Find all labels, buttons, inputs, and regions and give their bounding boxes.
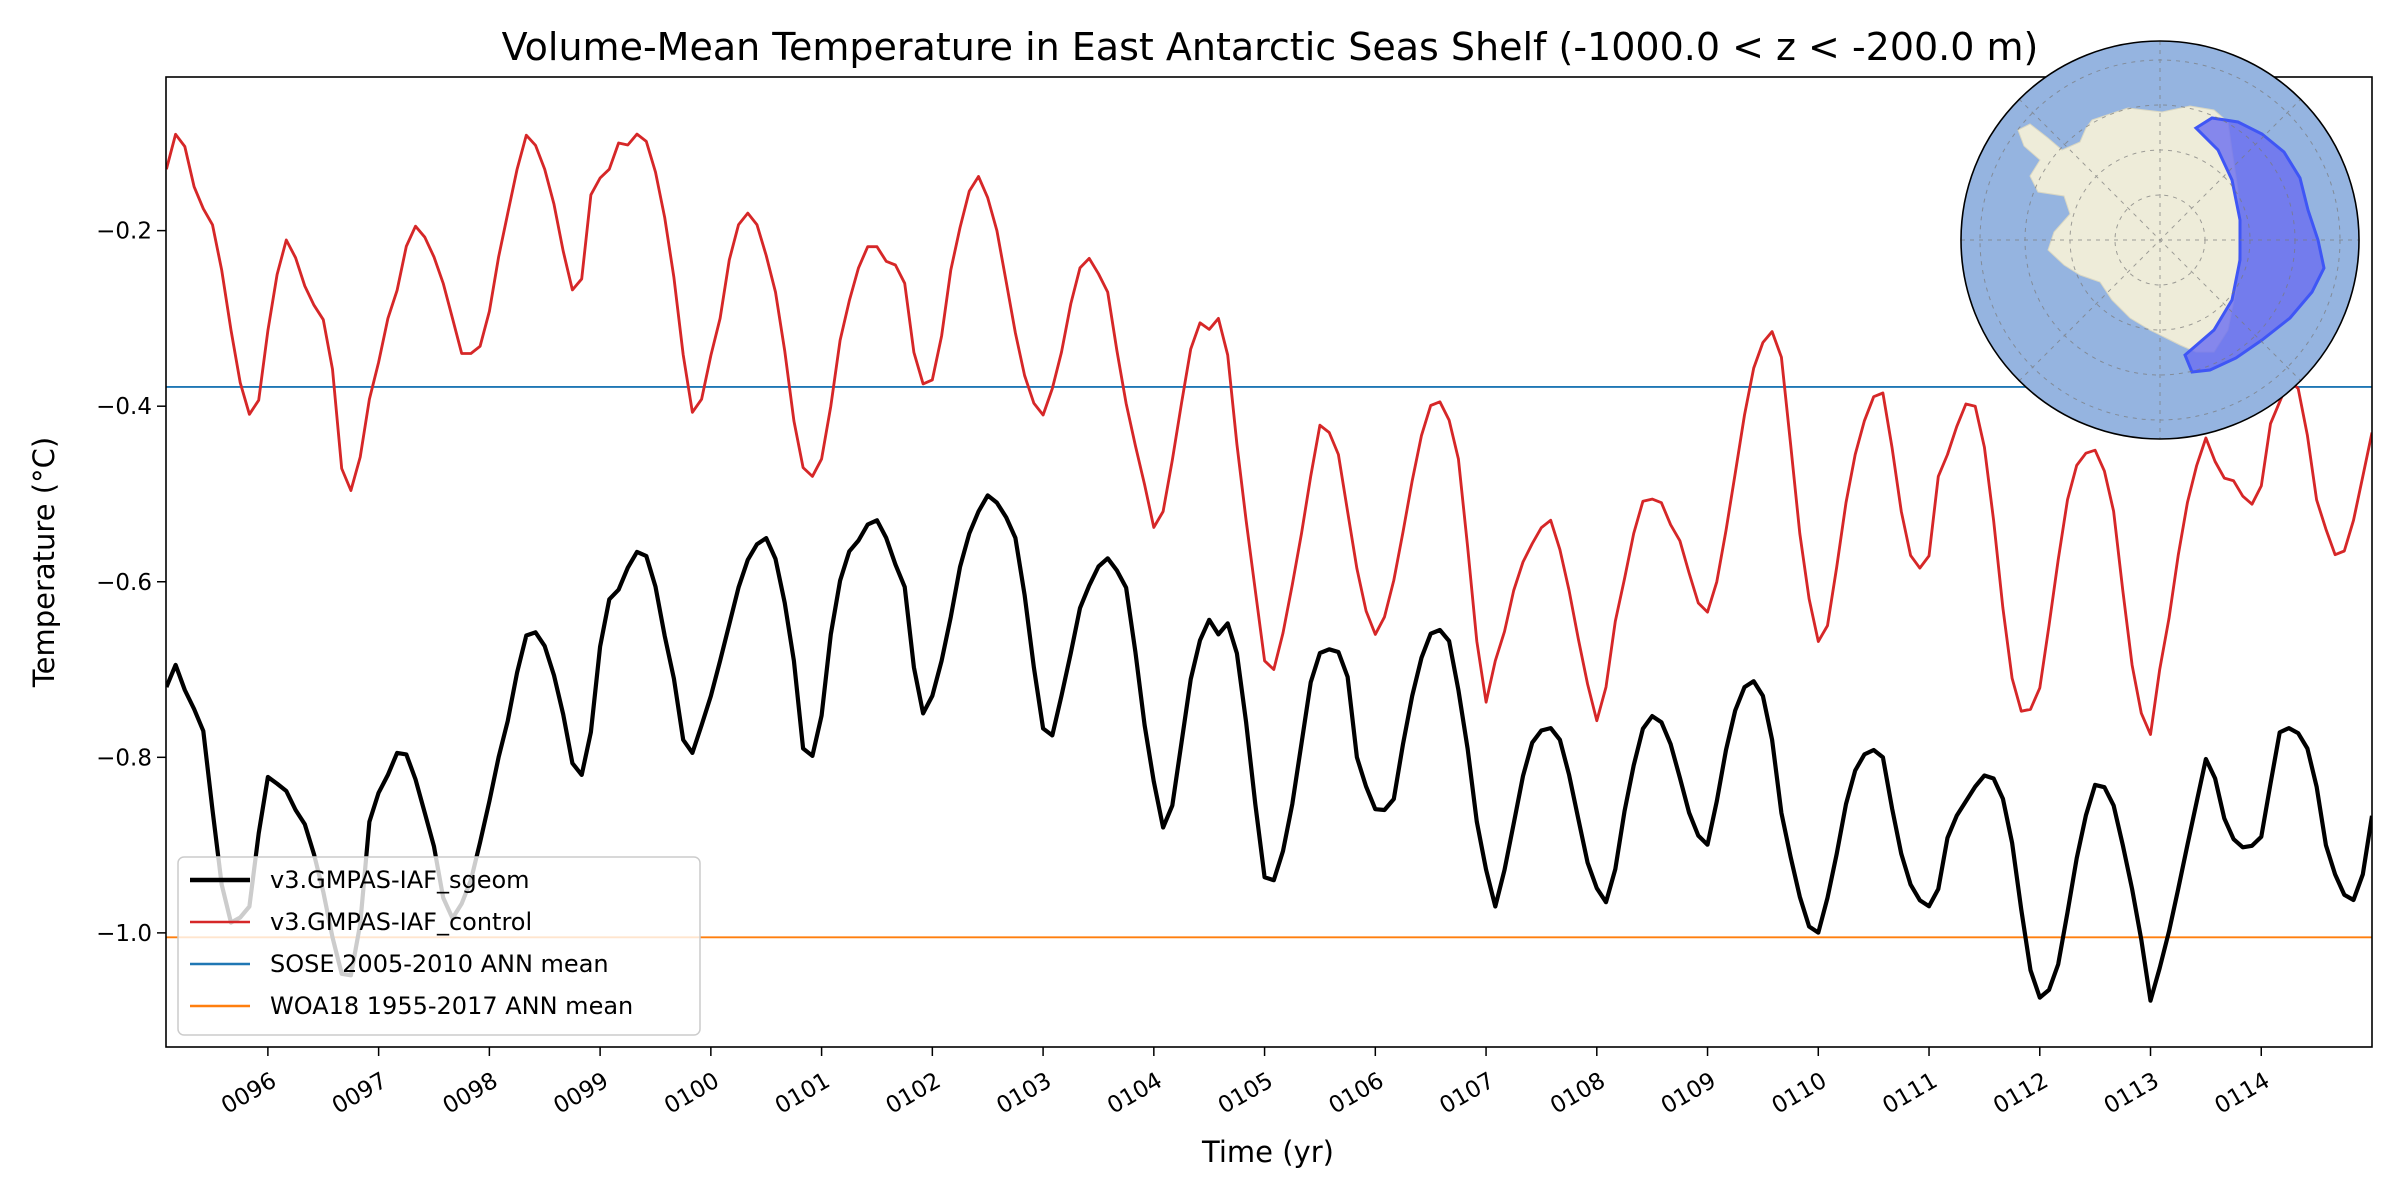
legend-box [177, 856, 701, 1036]
y-tick-label: −0.4 [96, 394, 152, 420]
y-tick-label: −0.6 [96, 570, 152, 596]
series-line-control [166, 132, 2372, 736]
legend-label-woa: WOA18 1955-2017 ANN mean [270, 992, 633, 1020]
legend-label-sose: SOSE 2005-2010 ANN mean [270, 950, 609, 978]
plot-frame [165, 76, 2373, 1048]
series-line-sgeom [166, 493, 2372, 1003]
y-tick-label: −0.2 [96, 219, 152, 245]
y-tick-label: −1.0 [96, 921, 152, 947]
y-axis-label: Temperature (°C) [27, 437, 61, 688]
inset-east-antarctic-region [2183, 116, 2326, 374]
legend-label-sgeom: v3.GMPAS-IAF_sgeom [270, 866, 530, 894]
legend: v3.GMPAS-IAF_sgeom v3.GMPAS-IAF_control … [177, 856, 701, 1036]
chart-title: Volume-Mean Temperature in East Antarcti… [502, 25, 2039, 69]
inset-border [1960, 40, 2360, 440]
y-tick-label: −0.8 [96, 745, 152, 771]
x-axis-label: Time (yr) [1201, 1135, 1334, 1169]
legend-label-control: v3.GMPAS-IAF_control [270, 908, 532, 936]
inset-antarctica-map [1960, 40, 2360, 440]
inset-graticule [1961, 41, 2359, 439]
